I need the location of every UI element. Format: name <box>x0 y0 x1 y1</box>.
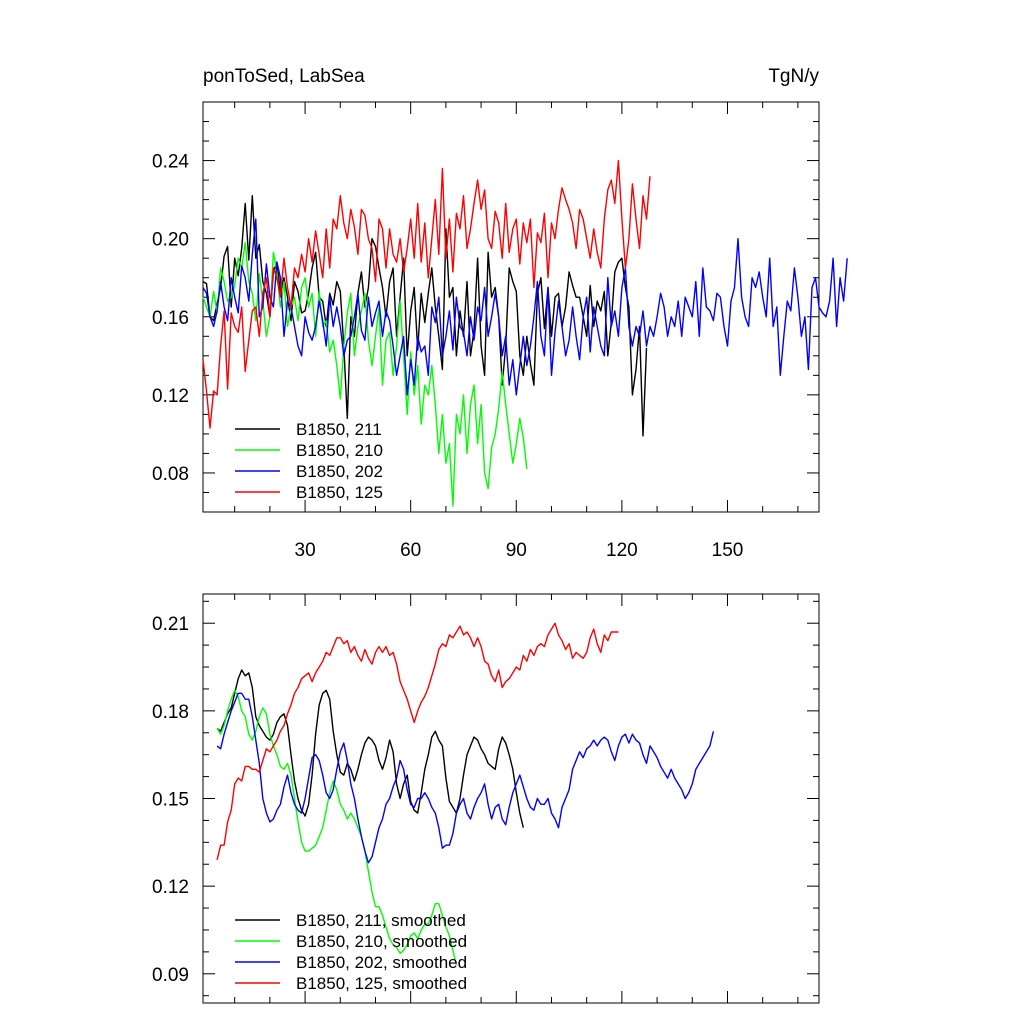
legend-label: B1850, 210, smoothed <box>296 932 467 951</box>
series-line <box>202 159 651 429</box>
x-tick-label: 150 <box>712 540 744 561</box>
legend-label: B1850, 202, smoothed <box>296 953 467 972</box>
x-tick-label: 30 <box>295 540 316 561</box>
top-panel: ponToSed, LabSea TgN/y 0.08 0.12 0.16 0.20 0… <box>152 66 848 561</box>
y-tick-label: 0.12 <box>152 386 189 407</box>
x-tick-label: 90 <box>506 540 527 561</box>
y-tick-label: 0.16 <box>152 308 189 329</box>
y-tick-label: 0.21 <box>152 614 189 635</box>
legend-label: B1850, 125 <box>296 483 383 502</box>
y-tick-label: 0.09 <box>152 965 189 986</box>
y-tick-label: 0.12 <box>152 877 189 898</box>
series-line <box>216 689 458 966</box>
legend-label: B1850, 211 <box>296 420 382 439</box>
legend-label: B1850, 210 <box>296 441 383 460</box>
y-tick-label: 0.20 <box>152 230 189 251</box>
y-tick-label: 0.18 <box>152 702 189 723</box>
y-tick-label: 0.08 <box>152 464 189 485</box>
series-line <box>202 241 528 507</box>
series-line <box>216 669 524 828</box>
series-line <box>216 692 715 864</box>
legend-label: B1850, 211, smoothed <box>296 911 466 930</box>
units-label: TgN/y <box>768 66 819 87</box>
x-tick-label: 120 <box>606 540 638 561</box>
y-tick-label: 0.24 <box>152 152 189 173</box>
plot-title: ponToSed, LabSea <box>203 66 365 87</box>
y-tick-label: 0.15 <box>152 790 189 811</box>
series-line <box>216 622 619 861</box>
bottom-panel: 0.09 0.12 0.15 0.18 0.21 B1850, 211, smoothed… <box>152 593 820 1004</box>
legend-label: B1850, 125, smoothed <box>296 974 467 993</box>
x-tick-label: 60 <box>400 540 421 561</box>
series-line <box>202 218 848 396</box>
legend-label: B1850, 202 <box>296 462 383 481</box>
